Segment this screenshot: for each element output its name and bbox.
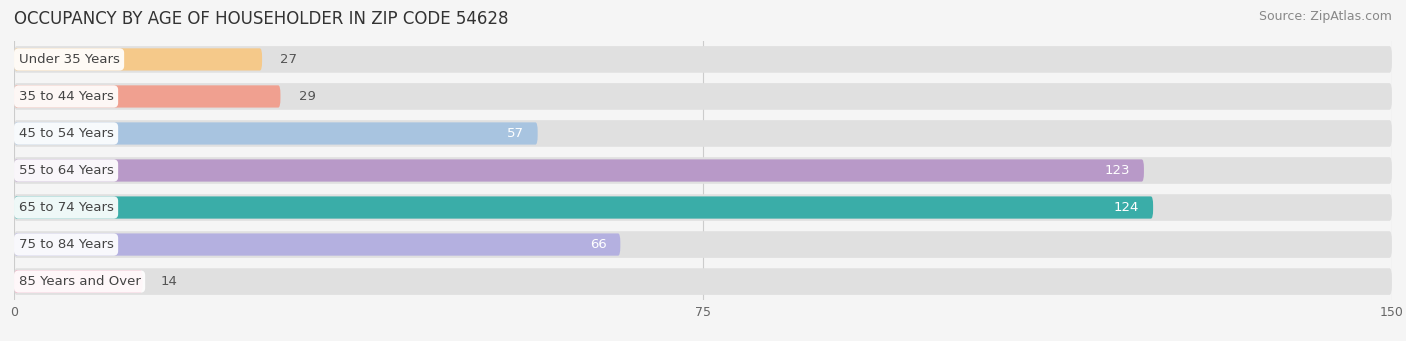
FancyBboxPatch shape [14, 196, 1153, 219]
FancyBboxPatch shape [14, 270, 142, 293]
Text: 75 to 84 Years: 75 to 84 Years [18, 238, 114, 251]
Text: 29: 29 [299, 90, 316, 103]
FancyBboxPatch shape [14, 159, 1144, 182]
Text: 65 to 74 Years: 65 to 74 Years [18, 201, 114, 214]
FancyBboxPatch shape [14, 46, 1392, 73]
FancyBboxPatch shape [14, 122, 537, 145]
FancyBboxPatch shape [14, 120, 1392, 147]
Text: 57: 57 [508, 127, 524, 140]
FancyBboxPatch shape [14, 83, 1392, 110]
FancyBboxPatch shape [14, 48, 262, 71]
Text: OCCUPANCY BY AGE OF HOUSEHOLDER IN ZIP CODE 54628: OCCUPANCY BY AGE OF HOUSEHOLDER IN ZIP C… [14, 10, 509, 28]
FancyBboxPatch shape [14, 231, 1392, 258]
FancyBboxPatch shape [14, 85, 280, 107]
Text: 27: 27 [280, 53, 298, 66]
Text: 55 to 64 Years: 55 to 64 Years [18, 164, 114, 177]
Text: 45 to 54 Years: 45 to 54 Years [18, 127, 114, 140]
FancyBboxPatch shape [14, 157, 1392, 184]
Text: Source: ZipAtlas.com: Source: ZipAtlas.com [1258, 10, 1392, 23]
Text: 66: 66 [589, 238, 606, 251]
Text: 14: 14 [162, 275, 179, 288]
Text: 35 to 44 Years: 35 to 44 Years [18, 90, 114, 103]
FancyBboxPatch shape [14, 234, 620, 256]
Text: 124: 124 [1114, 201, 1139, 214]
FancyBboxPatch shape [14, 268, 1392, 295]
Text: 85 Years and Over: 85 Years and Over [18, 275, 141, 288]
Text: Under 35 Years: Under 35 Years [18, 53, 120, 66]
Text: 123: 123 [1105, 164, 1130, 177]
FancyBboxPatch shape [14, 194, 1392, 221]
